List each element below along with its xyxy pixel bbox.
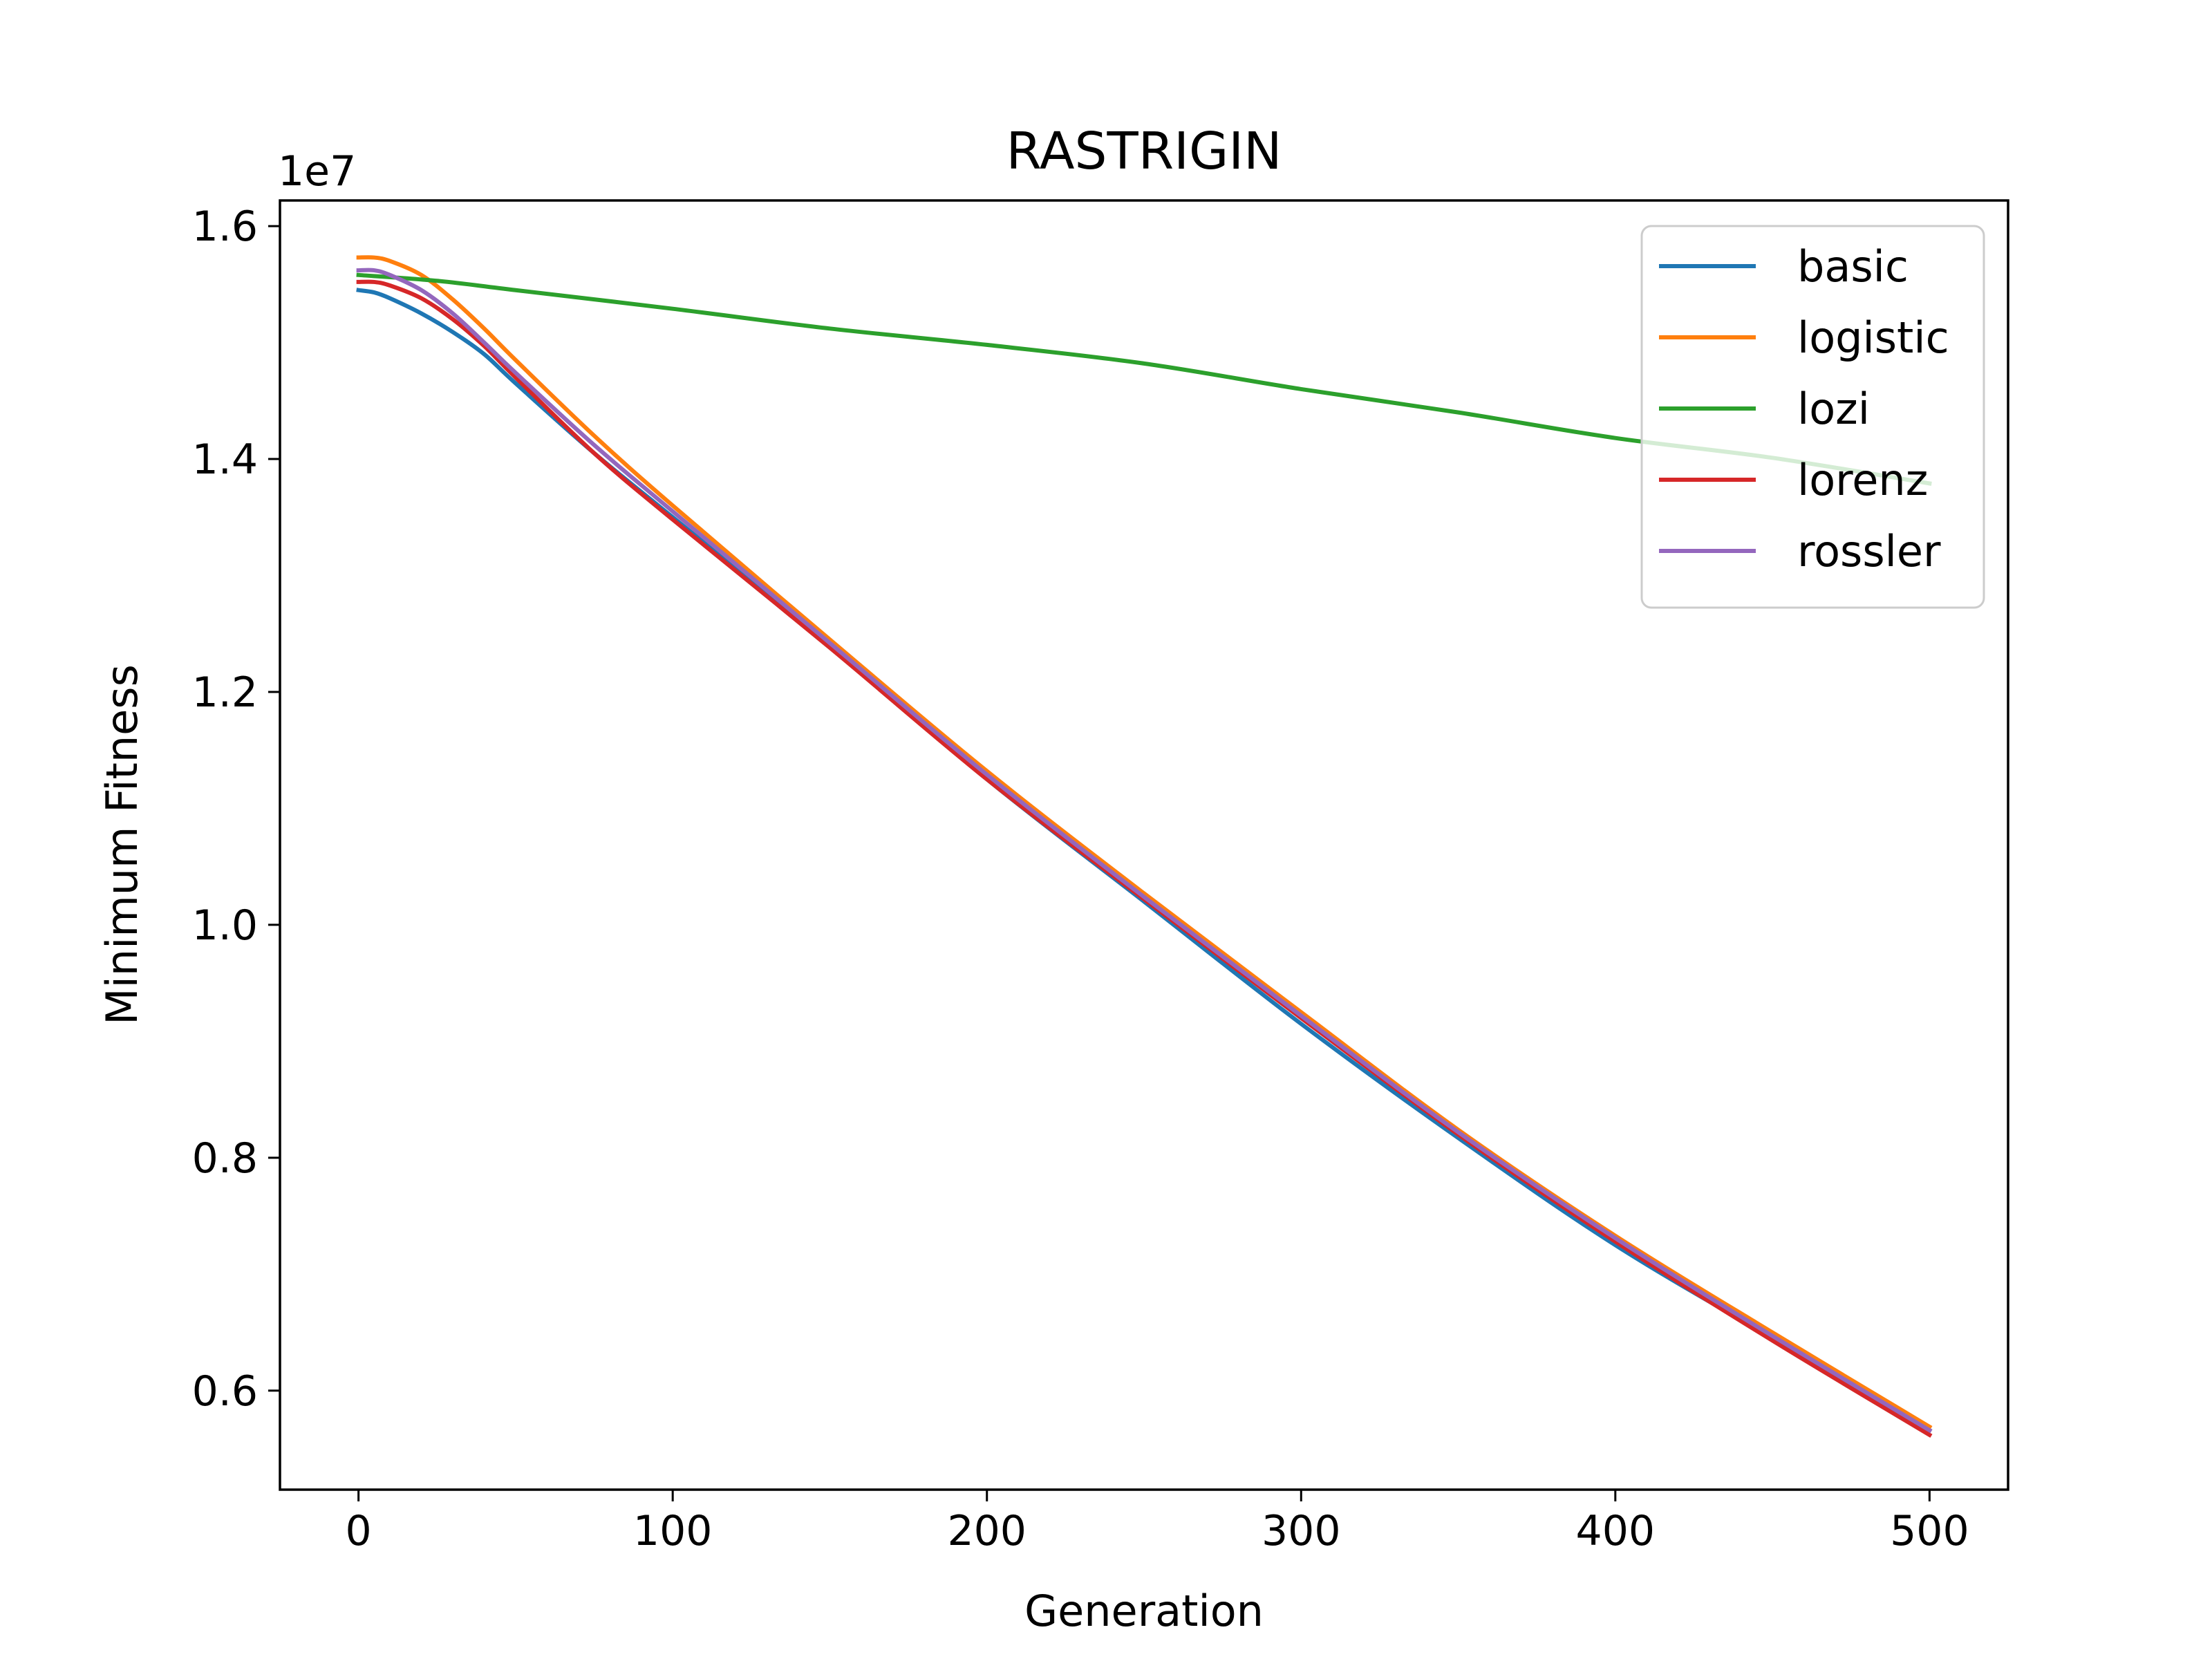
- legend-label-logistic: logistic: [1797, 312, 1949, 363]
- series-line-rossler: [356, 268, 1933, 1434]
- legend-label-rossler: rossler: [1797, 526, 1941, 577]
- legend-label-lozi: lozi: [1797, 384, 1870, 434]
- y-tick-label: 1.2: [192, 668, 258, 717]
- y-axis-label: Minimum Fitness: [97, 664, 147, 1025]
- y-axis-ticks: 0.6 0.8 1.0 1.2 1.4 1.6: [192, 203, 280, 1416]
- x-tick-label: 300: [1262, 1507, 1341, 1555]
- x-axis-ticks: 0 100 200 300 400 500: [346, 1490, 1969, 1555]
- y-tick-label: 1.0: [192, 901, 258, 950]
- legend: basic logistic lozi lorenz rossler: [1640, 225, 1985, 609]
- y-tick-label: 1.6: [192, 203, 258, 251]
- legend-box: [1640, 225, 1985, 609]
- x-tick-label: 500: [1890, 1507, 1969, 1555]
- x-axis-label: Generation: [1024, 1586, 1264, 1636]
- x-tick-label: 100: [633, 1507, 713, 1555]
- y-tick-label: 0.8: [192, 1134, 258, 1183]
- x-tick-label: 0: [346, 1507, 372, 1555]
- chart-title: RASTRIGIN: [1006, 122, 1282, 181]
- y-tick-label: 1.4: [192, 435, 258, 484]
- y-offset-label: 1e7: [278, 147, 356, 196]
- y-tick-label: 0.6: [192, 1367, 258, 1416]
- series-line-lorenz: [356, 279, 1933, 1438]
- x-tick-label: 200: [947, 1507, 1027, 1555]
- legend-label-lorenz: lorenz: [1797, 455, 1928, 505]
- plot-area-frame: [279, 199, 2009, 1491]
- x-tick-label: 400: [1576, 1507, 1656, 1555]
- legend-label-basic: basic: [1797, 241, 1909, 292]
